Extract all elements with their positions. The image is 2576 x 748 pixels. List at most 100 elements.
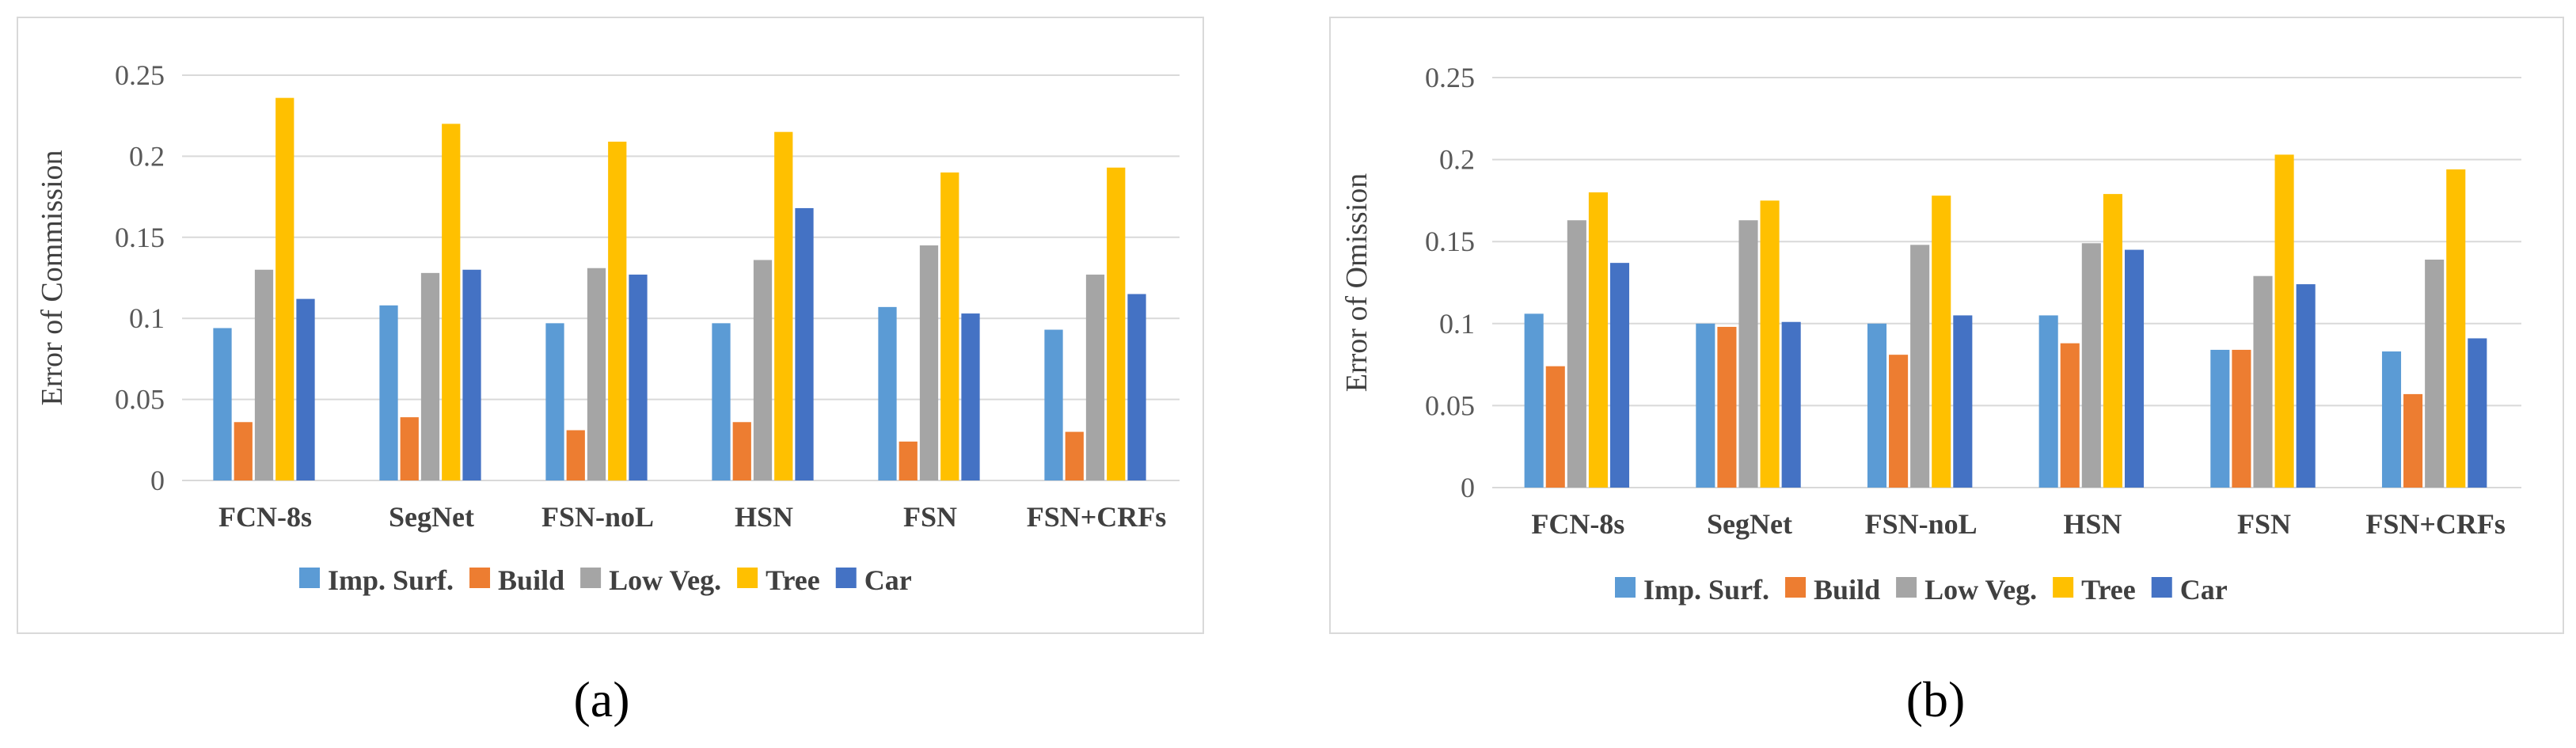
x-tick-label: FCN-8s: [1531, 508, 1624, 540]
bar-tree-segnet: [442, 123, 461, 480]
x-tick-label: FSN-noL: [1865, 508, 1978, 540]
legend-label: Tree: [766, 564, 820, 596]
legend-label: Build: [498, 564, 564, 596]
legend-swatch: [835, 568, 857, 588]
bar-tree-fcn-8s: [275, 97, 294, 480]
y-tick-label: 0.15: [115, 222, 165, 253]
y-tick-label: 0.25: [1425, 62, 1475, 93]
bar-imp-surf-fsn: [2210, 349, 2230, 488]
bar-low-veg-segnet: [1738, 220, 1758, 488]
bar-imp-surf-fsn-crfs: [1044, 329, 1063, 480]
x-tick-label: FSN+CRFs: [2365, 508, 2506, 540]
x-tick-label: HSN: [735, 501, 793, 533]
bar-build-fsn: [2232, 349, 2251, 488]
x-tick-label: FSN+CRFs: [1027, 501, 1167, 533]
legend-swatch: [580, 568, 602, 588]
x-tick-label: FSN: [903, 501, 957, 533]
bar-build-segnet: [400, 417, 419, 480]
bar-imp-surf-fsn-crfs: [2381, 351, 2402, 488]
bar-low-veg-hsn: [753, 260, 773, 480]
bar-low-veg-fsn-nol: [587, 268, 606, 480]
legend-label: Low Veg.: [1924, 574, 2037, 606]
legend-swatch: [1785, 577, 1807, 598]
legend-swatch: [299, 568, 320, 588]
bar-build-hsn: [2060, 343, 2080, 488]
bar-build-fsn-nol: [1889, 355, 1909, 488]
y-tick-label: 0.2: [1439, 144, 1475, 176]
y-tick-label: 0.25: [115, 59, 165, 91]
y-tick-label: 0.05: [115, 384, 165, 416]
bar-imp-surf-segnet: [1696, 323, 1715, 488]
bar-imp-surf-segnet: [379, 305, 398, 480]
bar-imp-surf-fsn-nol: [1867, 323, 1887, 488]
bar-tree-fsn-crfs: [1107, 167, 1126, 480]
y-tick-label: 0.15: [1425, 226, 1475, 257]
bar-build-fcn-8s: [234, 422, 253, 480]
bar-low-veg-fcn-8s: [254, 269, 274, 480]
legend-label: Imp. Surf.: [328, 564, 454, 596]
legend-label: Tree: [2081, 574, 2136, 606]
bar-car-fsn-crfs: [2468, 338, 2487, 488]
bar-tree-hsn: [774, 131, 793, 480]
bar-low-veg-hsn: [2081, 243, 2101, 488]
bar-imp-surf-fsn: [878, 306, 897, 480]
bar-car-fsn: [961, 313, 980, 480]
y-tick-label: 0.05: [1425, 389, 1475, 421]
bar-tree-fsn-nol: [1932, 196, 1951, 488]
x-tick-label: HSN: [2063, 508, 2122, 540]
bar-tree-fsn: [940, 172, 959, 480]
bar-tree-fsn: [2274, 154, 2294, 488]
bar-tree-hsn: [2103, 194, 2122, 488]
bar-imp-surf-fcn-8s: [213, 328, 232, 480]
legend-swatch: [469, 568, 491, 588]
bar-tree-segnet: [1760, 200, 1780, 488]
legend-label: Car: [864, 564, 912, 596]
x-tick-label: FCN-8s: [218, 501, 312, 533]
bar-imp-surf-fcn-8s: [1524, 313, 1544, 488]
bar-car-hsn: [2124, 249, 2145, 488]
legend-swatch: [1896, 577, 1917, 598]
chart-a: 0 0.05 0.1 0.15 0.2 0.25 Error of Commission FC…: [17, 17, 1204, 634]
bar-imp-surf-fsn-nol: [545, 323, 564, 480]
bar-car-fcn-8s: [296, 298, 315, 480]
bar-tree-fcn-8s: [1588, 192, 1608, 488]
y-axis-label: Error of Commission: [36, 150, 69, 406]
bar-low-veg-fsn: [2253, 275, 2273, 488]
legend-label: Low Veg.: [609, 564, 721, 596]
bar-imp-surf-hsn: [712, 323, 731, 480]
legend-swatch: [2053, 577, 2074, 598]
legend-swatch: [1615, 577, 1636, 598]
bar-car-hsn: [795, 207, 814, 480]
figure-caption-a: (a): [573, 671, 629, 727]
bar-build-hsn: [732, 422, 751, 480]
legend-label: Imp. Surf.: [1643, 574, 1769, 606]
bar-tree-fsn-nol: [608, 141, 627, 480]
bar-imp-surf-hsn: [2038, 315, 2058, 488]
bar-car-fsn-crfs: [1127, 294, 1146, 480]
legend-swatch: [2151, 577, 2172, 598]
bar-car-fsn-nol: [629, 274, 648, 480]
bar-low-veg-segnet: [420, 272, 440, 480]
bar-build-fsn-nol: [566, 430, 585, 480]
bar-car-fcn-8s: [1609, 263, 1630, 488]
bar-low-veg-fsn-nol: [1910, 245, 1930, 488]
bar-low-veg-fcn-8s: [1567, 220, 1586, 488]
y-axis-label: Error of Omission: [1340, 173, 1373, 393]
bar-build-segnet: [1717, 326, 1737, 488]
x-tick-label: SegNet: [389, 501, 474, 533]
y-tick-label: 0.2: [129, 140, 165, 172]
legend-label: Car: [2180, 574, 2228, 606]
x-tick-label: FSN: [2237, 508, 2291, 540]
legend: Imp. Surf. Build Low Veg. Tree Car: [299, 564, 912, 596]
x-tick-label: FSN-noL: [541, 501, 654, 533]
legend: Imp. Surf. Build Low Veg. Tree Car: [1615, 574, 2228, 606]
bar-car-segnet: [1781, 321, 1801, 488]
bar-low-veg-fsn-crfs: [2425, 259, 2445, 488]
y-tick-label: 0: [150, 465, 165, 496]
figure-caption-b: (b): [1906, 671, 1966, 727]
bar-build-fsn-crfs: [1065, 431, 1084, 480]
bar-low-veg-fsn-crfs: [1085, 274, 1105, 480]
legend-label: Build: [1814, 574, 1880, 606]
bar-build-fsn-crfs: [2403, 393, 2423, 488]
